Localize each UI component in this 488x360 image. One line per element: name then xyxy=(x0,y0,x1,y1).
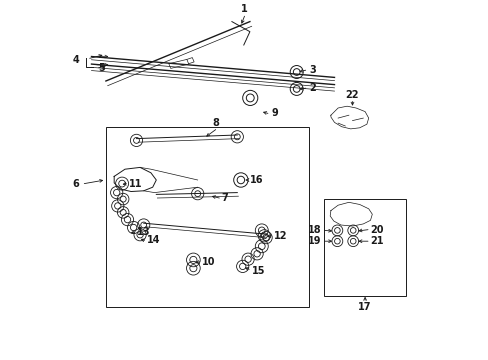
Text: 3: 3 xyxy=(309,65,315,75)
Text: 13: 13 xyxy=(136,227,150,237)
Text: 21: 21 xyxy=(370,236,383,246)
Text: 20: 20 xyxy=(370,225,383,235)
Text: 19: 19 xyxy=(308,236,321,246)
Text: 15: 15 xyxy=(251,266,264,276)
Text: 4: 4 xyxy=(73,55,80,66)
Text: 17: 17 xyxy=(358,302,371,312)
Bar xyxy=(106,127,309,307)
Text: 1: 1 xyxy=(241,4,247,14)
Text: 2: 2 xyxy=(309,83,315,93)
Text: 10: 10 xyxy=(202,257,215,267)
Text: 5: 5 xyxy=(98,63,104,73)
Text: 11: 11 xyxy=(128,179,142,189)
Text: 18: 18 xyxy=(307,225,321,235)
Bar xyxy=(323,199,406,296)
Text: 16: 16 xyxy=(249,175,263,185)
Text: 8: 8 xyxy=(212,118,219,128)
Text: 14: 14 xyxy=(146,235,160,246)
Text: 6: 6 xyxy=(73,179,80,189)
Text: 22: 22 xyxy=(345,90,359,100)
Text: 9: 9 xyxy=(270,108,277,118)
Text: 7: 7 xyxy=(221,193,227,203)
Text: 12: 12 xyxy=(273,231,287,241)
